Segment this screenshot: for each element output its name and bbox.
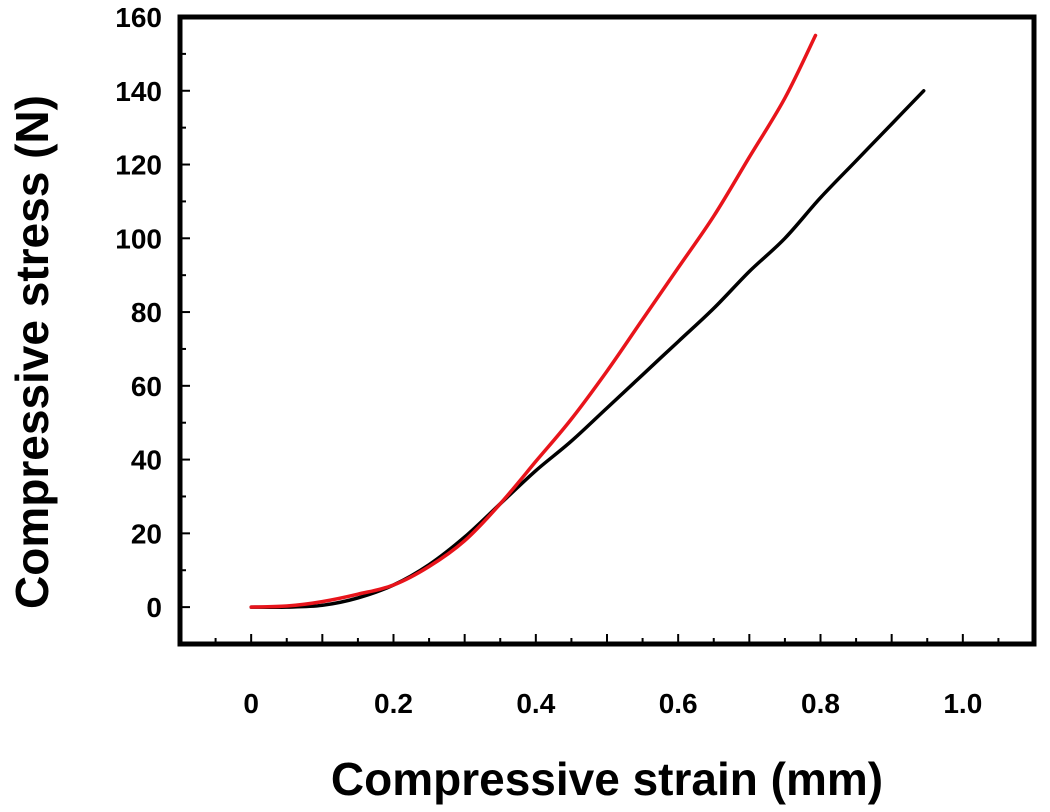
x-tick-label: 0 [243,688,259,719]
y-axis-title: Compressive stress (N) [6,95,58,609]
y-tick-label: 100 [115,223,162,254]
x-tick-label: 0.8 [801,688,840,719]
y-tick-label: 20 [131,518,162,549]
y-tick-label: 80 [131,297,162,328]
series-layer [249,33,926,609]
series-line-1 [249,89,926,609]
y-axis: 0 20 40 60 80 100 120 140 160 [115,2,190,645]
x-axis: 0 0.2 0.4 0.6 0.8 1.0 [214,634,1000,719]
y-tick-label: 0 [146,592,162,623]
y-tick-label: 120 [115,150,162,181]
x-tick-label: 1.0 [943,688,982,719]
x-tick-label: 0.4 [516,688,555,719]
y-tick-label: 160 [115,2,162,33]
series-line-2 [249,33,818,609]
x-axis-title: Compressive strain (mm) [331,753,883,805]
y-tick-label: 140 [115,76,162,107]
x-tick-label: 0.2 [374,688,413,719]
y-tick-label: 60 [131,371,162,402]
y-tick-label: 40 [131,445,162,476]
x-tick-label: 0.6 [659,688,698,719]
